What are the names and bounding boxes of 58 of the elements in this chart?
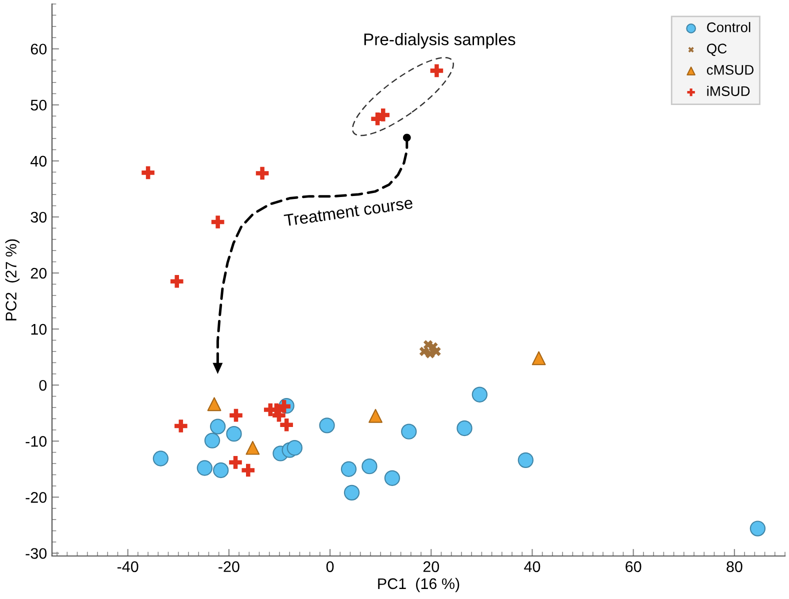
point — [207, 397, 222, 412]
point — [518, 452, 534, 468]
y-tick-label: 20 — [30, 268, 47, 279]
x-tick-label: 0 — [326, 561, 334, 572]
y-tick-label: 0 — [39, 380, 47, 391]
y-tick-label: -30 — [26, 548, 47, 559]
y-tick-label: 10 — [31, 324, 47, 335]
x-tick-label: 20 — [423, 561, 440, 572]
point — [286, 440, 302, 456]
point — [256, 166, 269, 180]
point — [401, 424, 417, 440]
point — [210, 418, 226, 434]
point — [170, 275, 184, 288]
y-tick-label: 60 — [30, 44, 47, 55]
point — [368, 408, 382, 423]
x-tick-label: 40 — [524, 561, 540, 572]
point — [242, 464, 255, 477]
point — [152, 450, 169, 466]
y-tick-label: 50 — [30, 100, 47, 111]
point — [319, 418, 335, 434]
x-axis-title: PC1 (16 %) — [378, 578, 460, 592]
legend-label: QC — [706, 44, 727, 56]
point — [472, 386, 488, 402]
point — [246, 440, 260, 455]
point — [456, 420, 472, 436]
y-tick-label: 30 — [30, 212, 47, 223]
point — [213, 462, 229, 478]
point — [211, 216, 224, 228]
point — [425, 349, 435, 358]
x-tick-label: 80 — [726, 561, 742, 572]
point — [204, 432, 220, 448]
point — [532, 351, 546, 366]
point — [142, 166, 154, 180]
point — [340, 461, 357, 477]
annotation: Treatment course — [284, 196, 414, 226]
point — [230, 408, 242, 422]
y-tick-label: -20 — [26, 492, 47, 503]
point — [430, 64, 444, 78]
point — [362, 458, 378, 474]
annotation: Pre-dialysis samples — [364, 33, 516, 49]
x-tick-label: -40 — [117, 561, 138, 572]
legend-label: Control — [707, 22, 750, 32]
point — [750, 520, 766, 536]
point — [278, 400, 290, 413]
x-tick-label: 60 — [626, 561, 642, 572]
point — [174, 420, 188, 432]
point — [226, 426, 242, 442]
y-tick-label: 40 — [30, 156, 47, 167]
point — [344, 484, 360, 501]
point — [229, 456, 242, 469]
y-tick-label: -10 — [26, 436, 47, 447]
legend-label: iMSUD — [707, 86, 750, 96]
x-tick-label: -20 — [218, 561, 240, 572]
point — [384, 470, 400, 486]
y-axis-title: PC2 (27 %) — [5, 239, 20, 320]
point — [196, 460, 213, 476]
legend-label: cMSUD — [706, 64, 754, 75]
point — [280, 418, 293, 432]
